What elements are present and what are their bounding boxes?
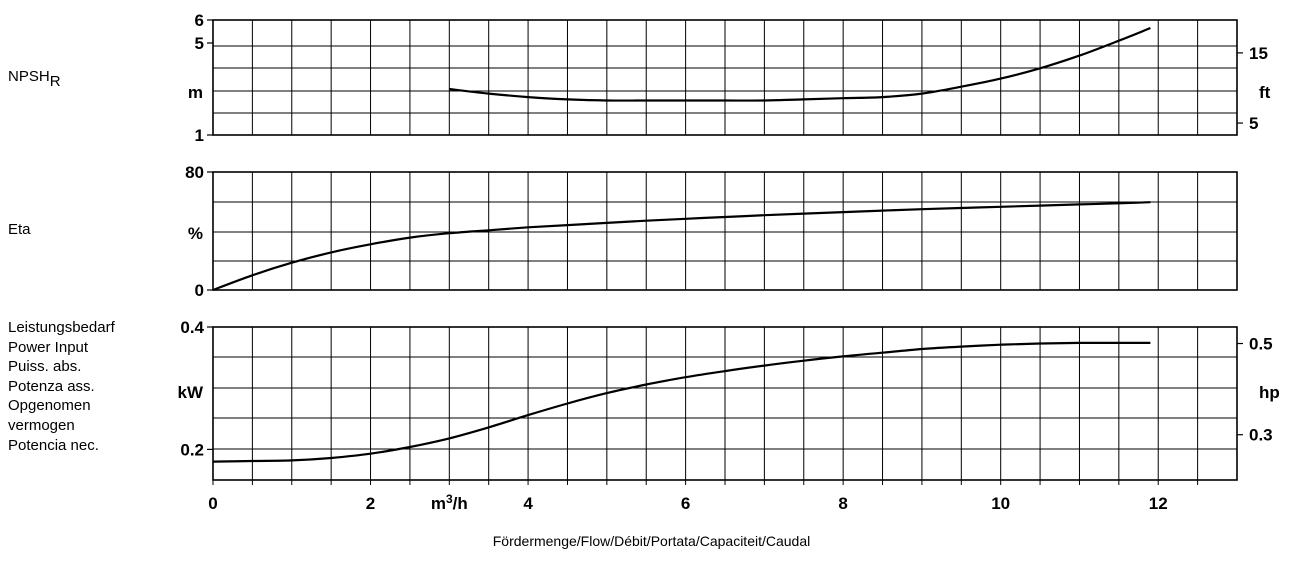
y-axis-unit-right: hp [1259,383,1280,402]
power-label-line: Puiss. abs. [8,358,82,376]
y-axis-unit-right: ft [1259,83,1271,102]
y-tick-label: 0.2 [180,440,204,459]
y-tick-label-right: 15 [1249,44,1268,63]
x-axis-title: Fördermenge/Flow/Débit/Portata/Capacitei… [492,533,811,549]
y-tick-label: 5 [195,34,204,53]
x-tick-label: 4 [523,494,533,513]
eta-label: Eta [8,221,31,238]
data-curve [212,341,1151,463]
x-tick-label: 0 [208,494,217,513]
y-axis-unit-left: kW [178,383,204,402]
power-label-line: Potenza ass. [8,377,95,395]
power-label: Leistungsbedarf Power Input Puiss. abs. … [8,318,115,455]
x-axis-unit-sup: 3 [446,492,453,506]
y-tick-label: 80 [185,163,204,182]
y-tick-label: 6 [195,11,204,30]
y-tick-label: 0.4 [180,318,204,337]
npsh-label-sub: R [49,73,61,90]
y-tick-label-right: 0.5 [1249,335,1273,354]
y-tick-label-right: 5 [1249,114,1258,133]
x-tick-label: 2 [366,494,375,513]
y-axis-unit-left: m [188,83,203,102]
x-tick-label: 8 [838,494,847,513]
y-tick-label: 0 [195,281,204,300]
npsh-label: NPSHR [8,67,61,91]
data-curve [449,26,1151,102]
npsh-label-main: NPSH [8,68,50,85]
x-axis-unit-base: m [431,494,446,513]
power-label-line: Potencia nec. [8,436,99,454]
power-label-line: vermogen [8,416,75,434]
power-label-line: Power Input [8,338,89,356]
x-axis: 0 2 4 6 8 10 12 m3/h [208,480,1199,513]
data-curve [212,201,1151,292]
y-tick-label-right: 0.3 [1249,426,1273,445]
plot-frame [212,171,1238,291]
x-tick-label: 6 [681,494,690,513]
chart-panel-2: 80 0% [185,163,1238,300]
chart-panel-3: 0.4 0.2 kW 0.5 0.3 hp [178,318,1280,481]
power-label-line: Leistungsbedarf [8,319,115,336]
power-label-line: Opgenomen [8,397,91,415]
x-axis-unit-tail: /h [453,494,468,513]
x-tick-label: 12 [1149,494,1168,513]
y-tick-label: 1 [195,126,204,145]
x-tick-label: 10 [991,494,1010,513]
y-axis-unit-left: % [188,224,203,243]
plot-frame [212,19,1238,136]
x-axis-unit: m3/h [431,492,468,513]
